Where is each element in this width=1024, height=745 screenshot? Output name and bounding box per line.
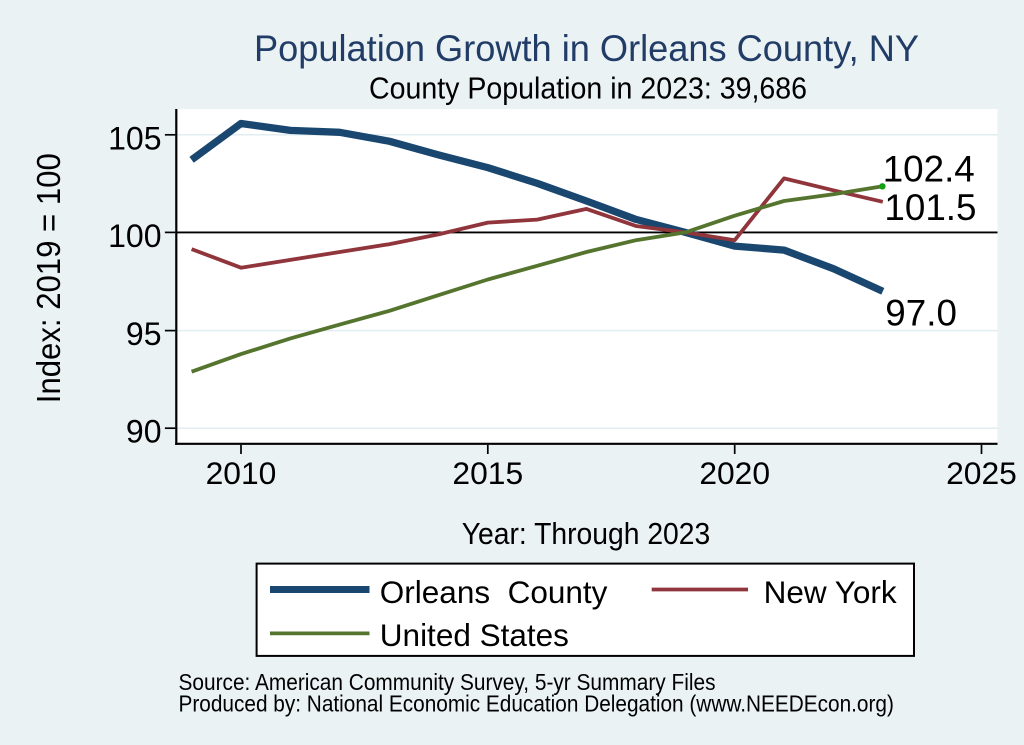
svg-text:Source: American Community Sur: Source: American Community Survey, 5-yr … <box>179 669 716 695</box>
svg-text:102.4: 102.4 <box>883 149 975 190</box>
svg-text:Index: 2019 = 100: Index: 2019 = 100 <box>30 153 67 403</box>
svg-text:Population Growth in Orleans C: Population Growth in Orleans County, NY <box>254 27 919 69</box>
svg-text:90: 90 <box>126 413 162 449</box>
svg-text:101.5: 101.5 <box>884 187 976 228</box>
svg-text:2025: 2025 <box>946 455 1017 491</box>
svg-text:97.0: 97.0 <box>885 293 957 334</box>
svg-text:Orleans County: Orleans County <box>380 574 608 610</box>
svg-text:105: 105 <box>108 120 161 156</box>
svg-text:100: 100 <box>108 218 161 254</box>
svg-text:2015: 2015 <box>452 455 523 491</box>
svg-text:2020: 2020 <box>699 455 770 491</box>
svg-text:County Population in 2023: 39,: County Population in 2023: 39,686 <box>369 72 807 106</box>
svg-text:Year: Through 2023: Year: Through 2023 <box>462 516 711 551</box>
svg-text:Produced by: National Economic: Produced by: National Economic Education… <box>179 691 894 717</box>
svg-text:New York: New York <box>764 574 897 610</box>
svg-text:2010: 2010 <box>206 455 277 491</box>
svg-text:United States: United States <box>380 617 569 653</box>
svg-text:95: 95 <box>126 316 162 352</box>
